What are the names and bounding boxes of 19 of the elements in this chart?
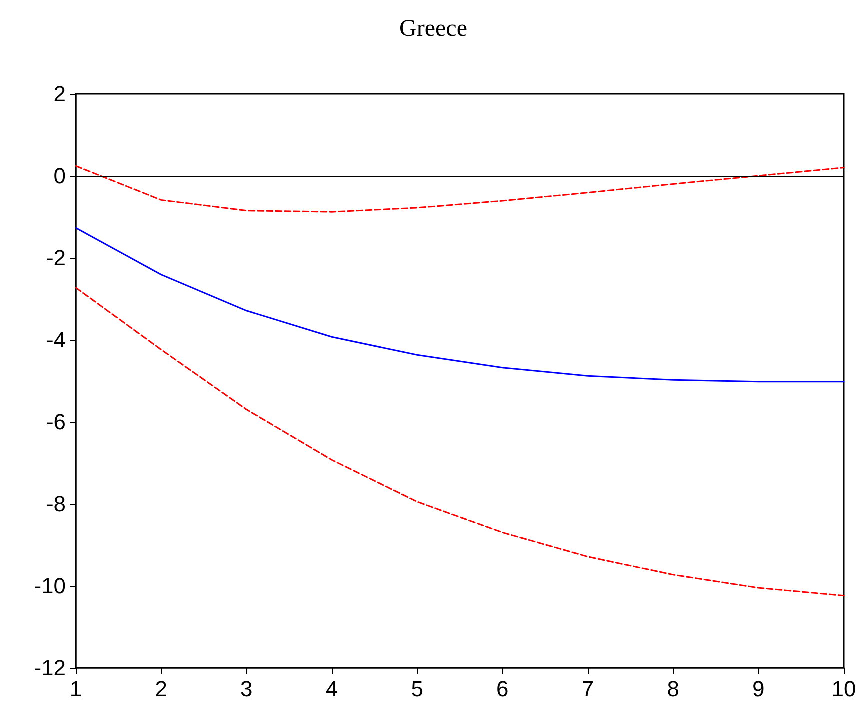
x-tick-label: 4: [326, 676, 338, 702]
y-tick-label: 2: [54, 82, 66, 106]
y-tick-label: -4: [46, 328, 66, 352]
y-tick-label: -6: [46, 410, 66, 434]
x-tick-label: 6: [496, 676, 509, 702]
y-tick-label: -10: [34, 574, 66, 598]
y-tick-label: -8: [46, 492, 66, 516]
y-tick-label: -2: [46, 246, 66, 270]
x-tick-label: 8: [667, 676, 680, 702]
x-tick-label: 9: [752, 676, 765, 702]
x-tick-label: 2: [155, 676, 168, 702]
x-tick-label: 3: [240, 676, 253, 702]
x-tick-label: 7: [582, 676, 594, 702]
y-tick-label: 0: [54, 164, 66, 188]
chart-title: Greece: [400, 16, 468, 42]
x-tick-label: 5: [411, 676, 424, 702]
y-tick-label: -12: [34, 656, 66, 680]
x-tick-label: 1: [70, 676, 82, 702]
x-tick-label: 10: [832, 676, 856, 702]
